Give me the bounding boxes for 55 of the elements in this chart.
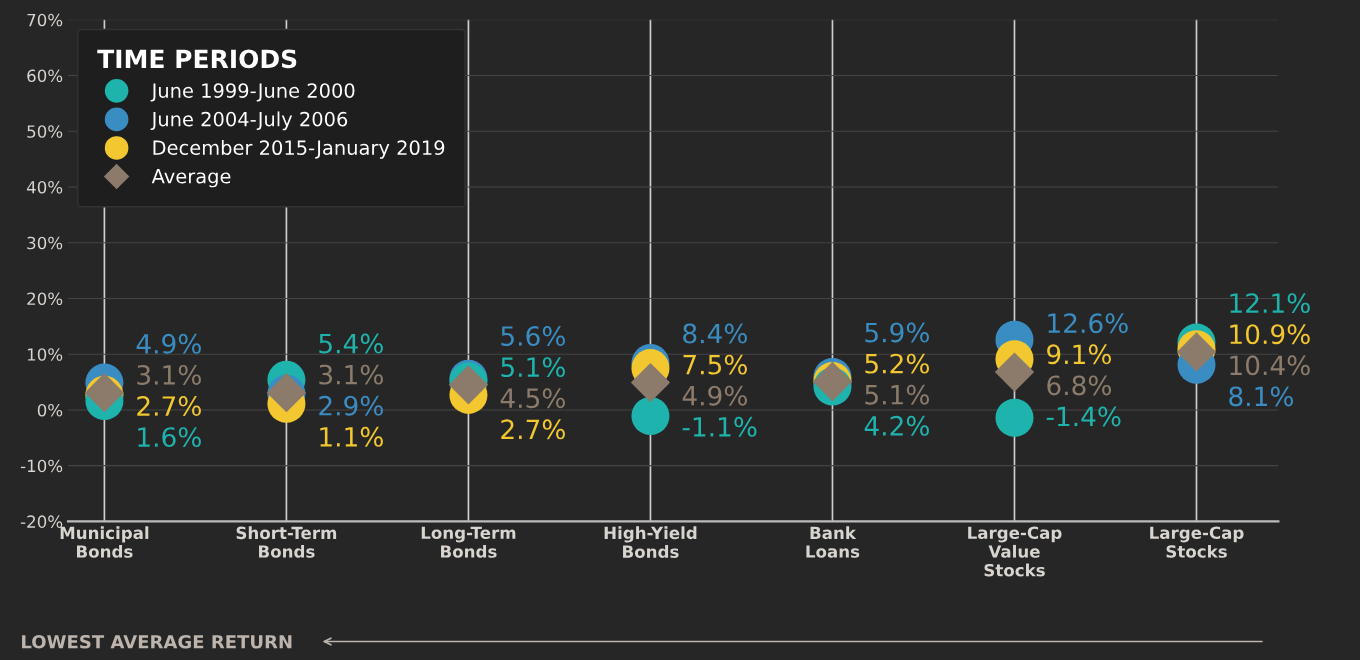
legend-label: December 2015-January 2019: [153, 139, 445, 159]
y-tick-label: 70%: [27, 13, 63, 27]
data-label: 7.5%: [683, 354, 747, 375]
data-label: 5.2%: [865, 353, 929, 374]
x-tick-label: High-Yield Bonds: [604, 526, 697, 558]
x-tick-label: Short-Term Bonds: [236, 526, 337, 558]
data-label: 2.7%: [137, 396, 201, 416]
data-label: 5.9%: [865, 322, 929, 343]
data-label: 2.7%: [501, 419, 565, 440]
point: [994, 352, 1035, 392]
data-label: 4.5%: [500, 388, 565, 409]
data-label: 10.9%: [1230, 324, 1310, 345]
y-tick-label: 30%: [27, 236, 63, 250]
legend-label: June 2004-July 2006: [150, 111, 348, 131]
data-label: 2.9%: [319, 395, 383, 416]
text: LOWEST AVERAGE RETURN: [22, 634, 292, 649]
y-tick-label: 40%: [26, 180, 63, 194]
data-label: 4.2%: [864, 415, 929, 436]
x-tick-label: Bank Loans: [806, 526, 860, 558]
x-tick-label: Municipal Bonds: [60, 526, 149, 558]
data-label: 5.1%: [501, 357, 565, 378]
data-label: 12.6%: [1048, 313, 1128, 334]
y-tick-label: 0%: [37, 403, 63, 417]
data-label: 8.4%: [683, 323, 747, 344]
y-tick-label: -10%: [20, 459, 63, 473]
point: [630, 362, 671, 403]
point: [631, 397, 670, 436]
x-tick-label: Long-Term Bonds: [421, 526, 516, 558]
data-label: 10.4%: [1230, 355, 1310, 376]
data-label: 12.1%: [1230, 293, 1310, 314]
data-label: 8.1%: [1229, 386, 1294, 407]
data-label: 5.1%: [865, 384, 929, 405]
data-label: 1.1%: [320, 426, 383, 447]
x-tick-label: Large-Cap Stocks: [1150, 526, 1244, 558]
data-label: 4.9%: [682, 385, 747, 406]
data-label: 6.8%: [1047, 375, 1112, 396]
data-label: 5.6%: [501, 326, 565, 346]
y-tick-label: 60%: [27, 69, 63, 83]
y-tick-label: 50%: [27, 125, 63, 138]
legend-label: June 1999-June 2000: [150, 83, 355, 102]
data-label: 1.6%: [138, 427, 201, 448]
legend-title: TIME PERIODS: [97, 49, 297, 69]
x-tick-label: Large-Cap Value Stocks: [968, 526, 1062, 577]
data-label: 3.1%: [137, 364, 201, 385]
data-label: 9.1%: [1047, 344, 1112, 365]
point: [995, 398, 1034, 437]
y-tick-label: -20%: [20, 515, 63, 528]
y-tick-label: 10%: [27, 348, 63, 361]
y-tick-label: 20%: [27, 292, 63, 306]
data-label: 4.9%: [136, 333, 201, 354]
data-label: 3.1%: [319, 364, 383, 385]
legend-label: Average: [151, 169, 231, 188]
data-label: -1.4%: [1046, 406, 1121, 427]
data-label: 5.4%: [319, 333, 383, 354]
data-label: -1.1%: [682, 416, 757, 437]
